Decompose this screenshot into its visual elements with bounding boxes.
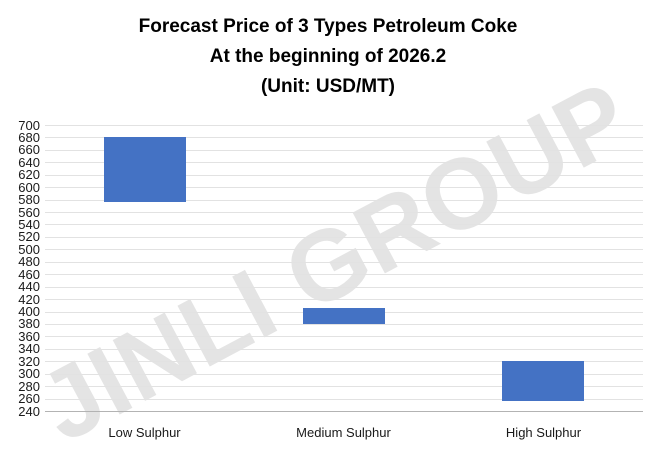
gridline <box>45 162 643 163</box>
gridline <box>45 399 643 400</box>
gridline <box>45 386 643 387</box>
y-tick-label: 440 <box>18 279 40 294</box>
y-tick-label: 400 <box>18 304 40 319</box>
y-tick-label: 620 <box>18 167 40 182</box>
gridline <box>45 125 643 126</box>
gridline <box>45 262 643 263</box>
gridline <box>45 249 643 250</box>
bar-medium-sulphur <box>303 308 385 324</box>
y-tick-label: 700 <box>18 118 40 133</box>
y-tick-label: 260 <box>18 391 40 406</box>
gridline <box>45 287 643 288</box>
chart-title-line-1: Forecast Price of 3 Types Petroleum Coke <box>138 16 518 37</box>
gridline <box>45 150 643 151</box>
y-tick-label: 680 <box>18 130 40 145</box>
gridline <box>45 349 643 350</box>
y-tick-label: 640 <box>18 155 40 170</box>
gridline <box>45 324 643 325</box>
gridline <box>45 299 643 300</box>
gridline <box>45 274 643 275</box>
gridline <box>45 212 643 213</box>
y-tick-label: 460 <box>18 267 40 282</box>
y-tick-label: 240 <box>18 404 40 419</box>
y-tick-label: 540 <box>18 217 40 232</box>
chart-title-line-2: At the beginning of 2026.2 <box>209 46 447 67</box>
x-tick-label: Medium Sulphur <box>296 425 391 440</box>
gridline <box>45 224 643 225</box>
gridline <box>45 237 643 238</box>
y-tick-label: 320 <box>18 354 40 369</box>
gridline <box>45 187 643 188</box>
gridline <box>45 175 643 176</box>
y-tick-label: 380 <box>18 316 40 331</box>
gridline <box>45 336 643 337</box>
gridline <box>45 374 643 375</box>
x-tick-label: High Sulphur <box>505 425 582 440</box>
y-tick-label: 340 <box>18 341 40 356</box>
bar-high-sulphur <box>502 361 584 401</box>
y-tick-label: 580 <box>18 192 40 207</box>
y-tick-label: 660 <box>18 142 40 157</box>
y-tick-label: 600 <box>18 180 40 195</box>
x-axis-line <box>45 411 643 412</box>
y-tick-label: 560 <box>18 205 40 220</box>
y-tick-label: 300 <box>18 366 40 381</box>
y-tick-label: 360 <box>18 329 40 344</box>
x-tick-label: Low Sulphur <box>108 425 181 440</box>
y-tick-label: 280 <box>18 379 40 394</box>
chart-title-line-3: (Unit: USD/MT) <box>260 76 396 97</box>
chart-title: Forecast Price of 3 Types Petroleum Coke… <box>0 12 656 102</box>
y-tick-label: 480 <box>18 254 40 269</box>
y-tick-label: 420 <box>18 292 40 307</box>
bar-low-sulphur <box>104 137 186 202</box>
y-tick-label: 500 <box>18 242 40 257</box>
gridline <box>45 361 643 362</box>
gridline <box>45 137 643 138</box>
y-tick-label: 520 <box>18 229 40 244</box>
gridline <box>45 200 643 201</box>
